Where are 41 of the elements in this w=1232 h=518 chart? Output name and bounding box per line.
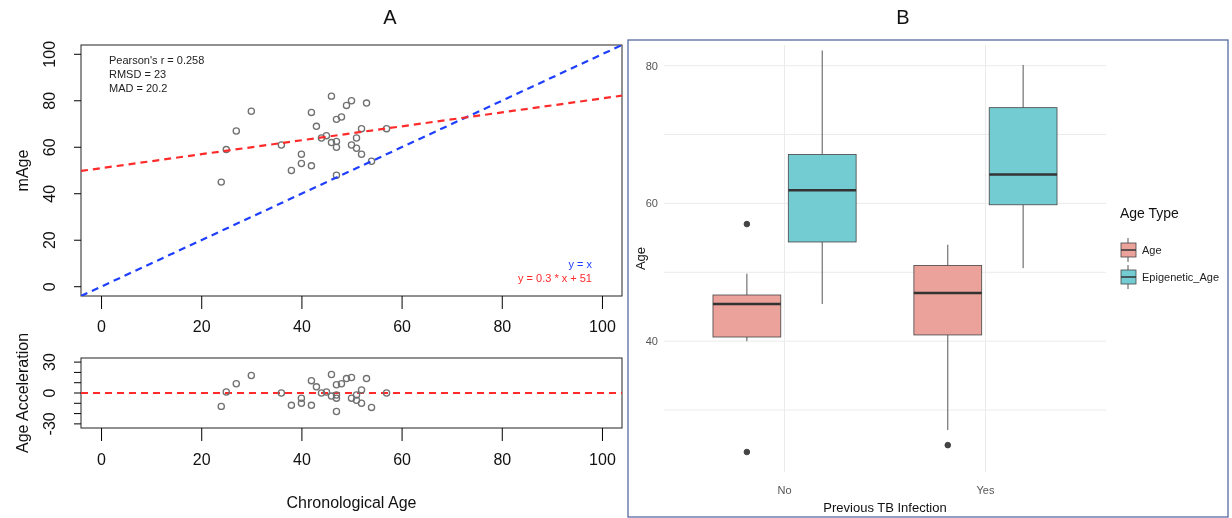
x-tick-label: No — [777, 484, 792, 496]
x-tick-label: 20 — [192, 451, 211, 469]
annotation: Pearson's r = 0.258 — [109, 54, 205, 66]
x-tick-label: 80 — [493, 318, 512, 336]
text: y = 0.3 * x + 51 — [518, 272, 592, 284]
legend-label: Age — [1142, 243, 1162, 256]
text: y = x — [568, 258, 593, 270]
y-tick-label: 40 — [41, 184, 58, 203]
legend-title: Age Type — [1120, 205, 1180, 221]
y-axis-title: mAge — [13, 149, 31, 192]
x-tick-label: 60 — [393, 318, 412, 336]
y-tick-label: 60 — [645, 197, 658, 210]
y-tick-label: 100 — [41, 40, 58, 68]
x-axis-title: Previous TB Infection — [823, 500, 947, 515]
x-tick-label: 0 — [97, 318, 107, 336]
x-tick-label: 100 — [589, 318, 616, 336]
y-tick-label: 80 — [645, 59, 658, 72]
x-tick-label: 40 — [293, 318, 311, 336]
y-tick-label: 30 — [41, 353, 58, 372]
y-tick-label: 40 — [645, 335, 658, 347]
legend-label: Epigenetic_Age — [1142, 270, 1220, 283]
x-tick-label: 20 — [192, 318, 211, 336]
x-axis-title: Chronological Age — [286, 494, 417, 511]
x-tick-label: 80 — [493, 451, 512, 469]
x-tick-label: 100 — [589, 451, 616, 469]
x-tick-label: 40 — [293, 451, 311, 469]
x-tick-label: Yes — [976, 484, 995, 496]
x-tick-label: 60 — [393, 451, 412, 469]
y-tick-label: -30 — [41, 412, 58, 436]
annotation: RMSD = 23 — [109, 68, 167, 80]
chart-title: B — [896, 6, 910, 28]
y-axis-title: Age Acceleration — [13, 332, 31, 454]
y-tick-label: 0 — [41, 282, 58, 292]
annotation: MAD = 20.2 — [109, 82, 168, 94]
x-tick-label: 0 — [97, 451, 107, 469]
y-tick-label: 0 — [41, 388, 58, 398]
chart-title: A — [383, 6, 398, 28]
y-tick-label: 80 — [41, 91, 58, 110]
y-axis-title: Age — [632, 246, 648, 271]
y-tick-label: 60 — [41, 138, 58, 157]
y-tick-label: 20 — [41, 231, 58, 250]
